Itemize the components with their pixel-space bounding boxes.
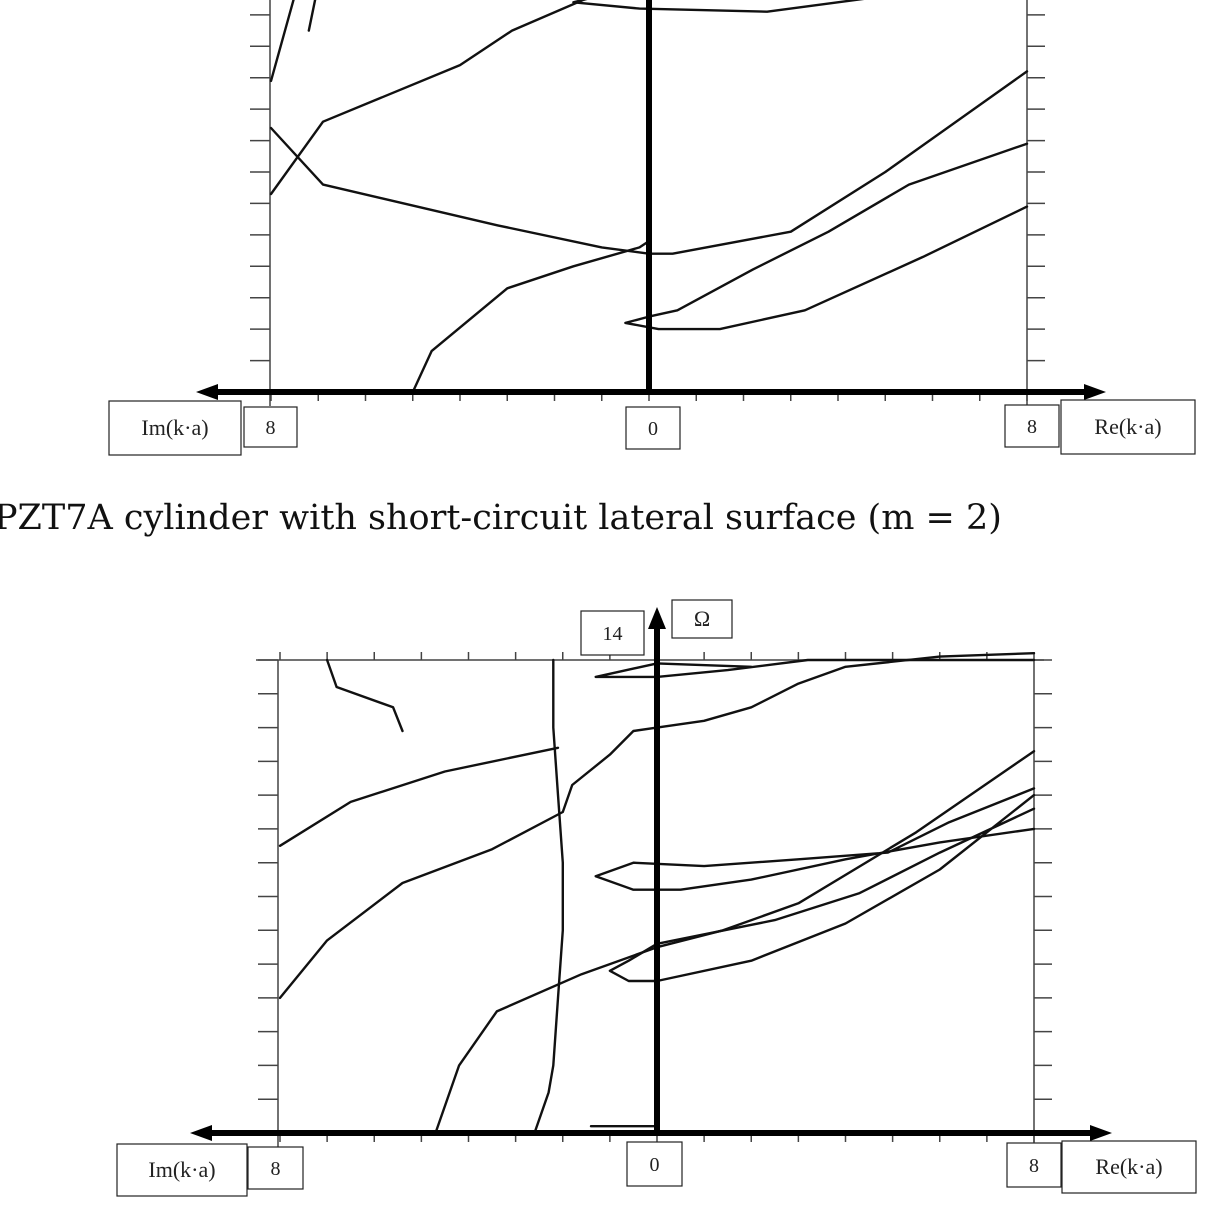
series-line-2 [269, 0, 295, 83]
x-left-axis-label: Im(k·a) [148, 1157, 215, 1182]
series-line-5 [594, 658, 1036, 679]
x-right-max-label: 8 [1029, 1155, 1039, 1177]
x-right-axis-label: Re(k·a) [1095, 1154, 1162, 1179]
x-left-axis-label: Im(k·a) [141, 415, 208, 440]
series-line-5 [411, 239, 651, 392]
y-max-label: 14 [603, 623, 623, 645]
x-zero-label-box [625, 406, 681, 450]
series-line-3 [278, 746, 560, 847]
x-left-axis-label-box [108, 400, 242, 456]
x-right-axis-label-box [1060, 399, 1196, 455]
y-axis-label-box [671, 599, 733, 639]
x-right-max-label: 8 [1027, 416, 1037, 438]
chart-2: Im(k·a) 8 0 8 Re(k·a) 14 Ω [116, 599, 1197, 1197]
x-zero-label-box [626, 1141, 683, 1187]
x-axis-arrow-right [1090, 1125, 1112, 1141]
figure-caption: PZT7A cylinder with short-circuit latera… [0, 498, 1002, 538]
x-left-max-label-box [247, 1146, 304, 1190]
x-zero-label: 0 [650, 1154, 660, 1176]
y-axis-label: Ω [694, 606, 710, 631]
x-left-max-label: 8 [271, 1158, 281, 1180]
x-right-axis-label: Re(k·a) [1094, 414, 1161, 439]
series-line-2 [325, 658, 404, 733]
series-line-8 [608, 793, 1036, 983]
series-line-1 [307, 0, 317, 32]
y-max-label-box [580, 610, 645, 656]
x-axis-arrow-right [1084, 384, 1106, 400]
x-zero-label: 0 [648, 418, 658, 440]
series-line-6 [594, 787, 1036, 891]
x-left-axis-label-box [116, 1143, 248, 1197]
x-axis-arrow-left [190, 1125, 212, 1141]
series-line-6 [572, 0, 865, 13]
series-line-7 [624, 142, 1029, 331]
series-line-1 [533, 658, 564, 1133]
chart-1: Im(k·a) 8 0 8 Re(k·a) [108, 0, 1196, 456]
series-line-4 [278, 652, 1036, 1000]
x-left-max-label: 8 [266, 417, 276, 439]
x-right-max-label-box [1004, 404, 1060, 448]
x-right-max-label-box [1006, 1142, 1062, 1188]
x-axis-arrow-left [196, 384, 218, 400]
x-left-max-label-box [243, 406, 298, 448]
series-line-7 [434, 750, 1036, 1133]
y-axis-arrow [648, 607, 666, 629]
series-line-3 [269, 0, 587, 196]
x-right-axis-label-box [1061, 1140, 1197, 1194]
